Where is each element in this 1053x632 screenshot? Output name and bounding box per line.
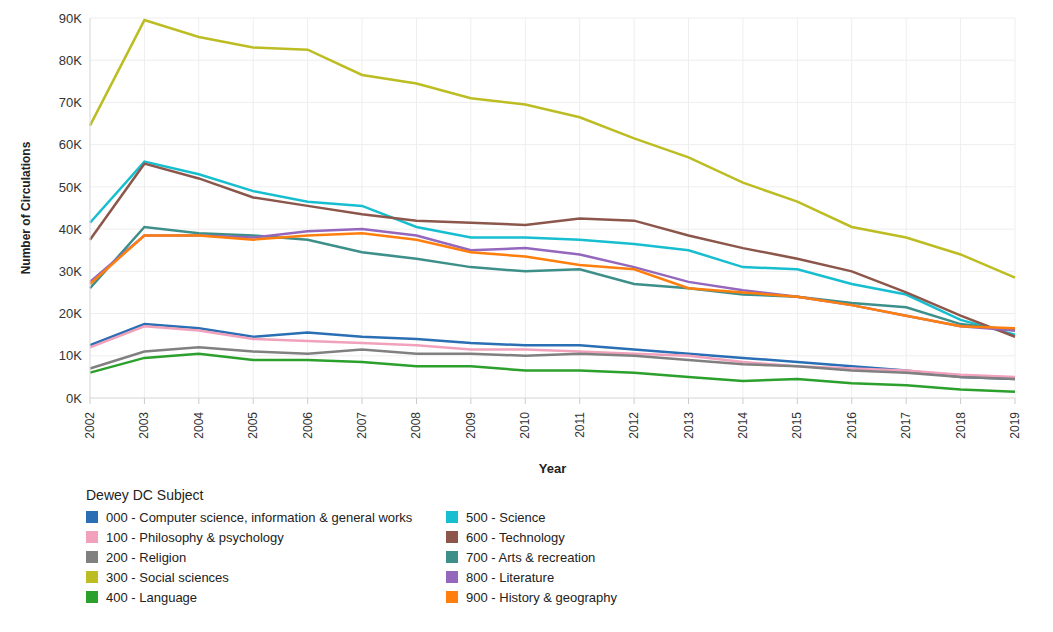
html-text:Dewey DC Subject: Dewey DC Subject	[86, 487, 204, 503]
svg-text:90K: 90K	[59, 11, 82, 26]
svg-text:2014: 2014	[736, 412, 750, 439]
svg-text:2007: 2007	[355, 412, 369, 439]
svg-text:2012: 2012	[627, 412, 641, 439]
svg-text:2016: 2016	[845, 412, 859, 439]
svg-text:40K: 40K	[59, 222, 82, 237]
svg-text:2002: 2002	[83, 412, 97, 439]
svg-text:50K: 50K	[59, 180, 82, 195]
html-text:800 - Literature: 800 - Literature	[466, 569, 555, 585]
svg-text:Number of Circulations: Number of Circulations	[19, 141, 33, 274]
html-text:700 - Arts & recreation: 700 - Arts & recreation	[466, 549, 596, 565]
svg-text:2009: 2009	[464, 412, 478, 439]
html-text:300 - Social sciences: 300 - Social sciences	[106, 569, 229, 585]
svg-text:60K: 60K	[59, 137, 82, 152]
html-text:600 - Technology: 600 - Technology	[466, 529, 565, 545]
svg-text:2006: 2006	[301, 412, 315, 439]
svg-text:2004: 2004	[192, 412, 206, 439]
svg-text:2011: 2011	[573, 412, 587, 438]
html-text:200 - Religion: 200 - Religion	[106, 549, 187, 565]
html-text:100 - Philosophy & psychology: 100 - Philosophy & psychology	[106, 529, 284, 545]
svg-text:2015: 2015	[790, 412, 804, 439]
svg-text:20K: 20K	[59, 306, 82, 321]
html-text:400 - Language: 400 - Language	[106, 589, 198, 605]
svg-text:2005: 2005	[246, 412, 260, 439]
svg-text:10K: 10K	[59, 348, 82, 363]
html-text:000 - Computer science, inform: 000 - Computer science, information & ge…	[106, 509, 413, 525]
svg-text:2013: 2013	[682, 412, 696, 439]
svg-text:2017: 2017	[899, 412, 913, 439]
svg-text:30K: 30K	[59, 264, 82, 279]
html-text:900 - History & geography: 900 - History & geography	[466, 589, 617, 605]
svg-text:2003: 2003	[137, 412, 151, 439]
svg-text:70K: 70K	[59, 95, 82, 110]
html-text:500 - Science: 500 - Science	[466, 509, 546, 525]
svg-text:80K: 80K	[59, 53, 82, 68]
svg-text:2008: 2008	[409, 412, 423, 439]
svg-text:Year: Year	[539, 461, 566, 476]
svg-text:0K: 0K	[66, 391, 82, 406]
svg-text:2019: 2019	[1008, 412, 1022, 439]
svg-text:2018: 2018	[954, 412, 968, 439]
svg-text:2010: 2010	[518, 412, 532, 439]
